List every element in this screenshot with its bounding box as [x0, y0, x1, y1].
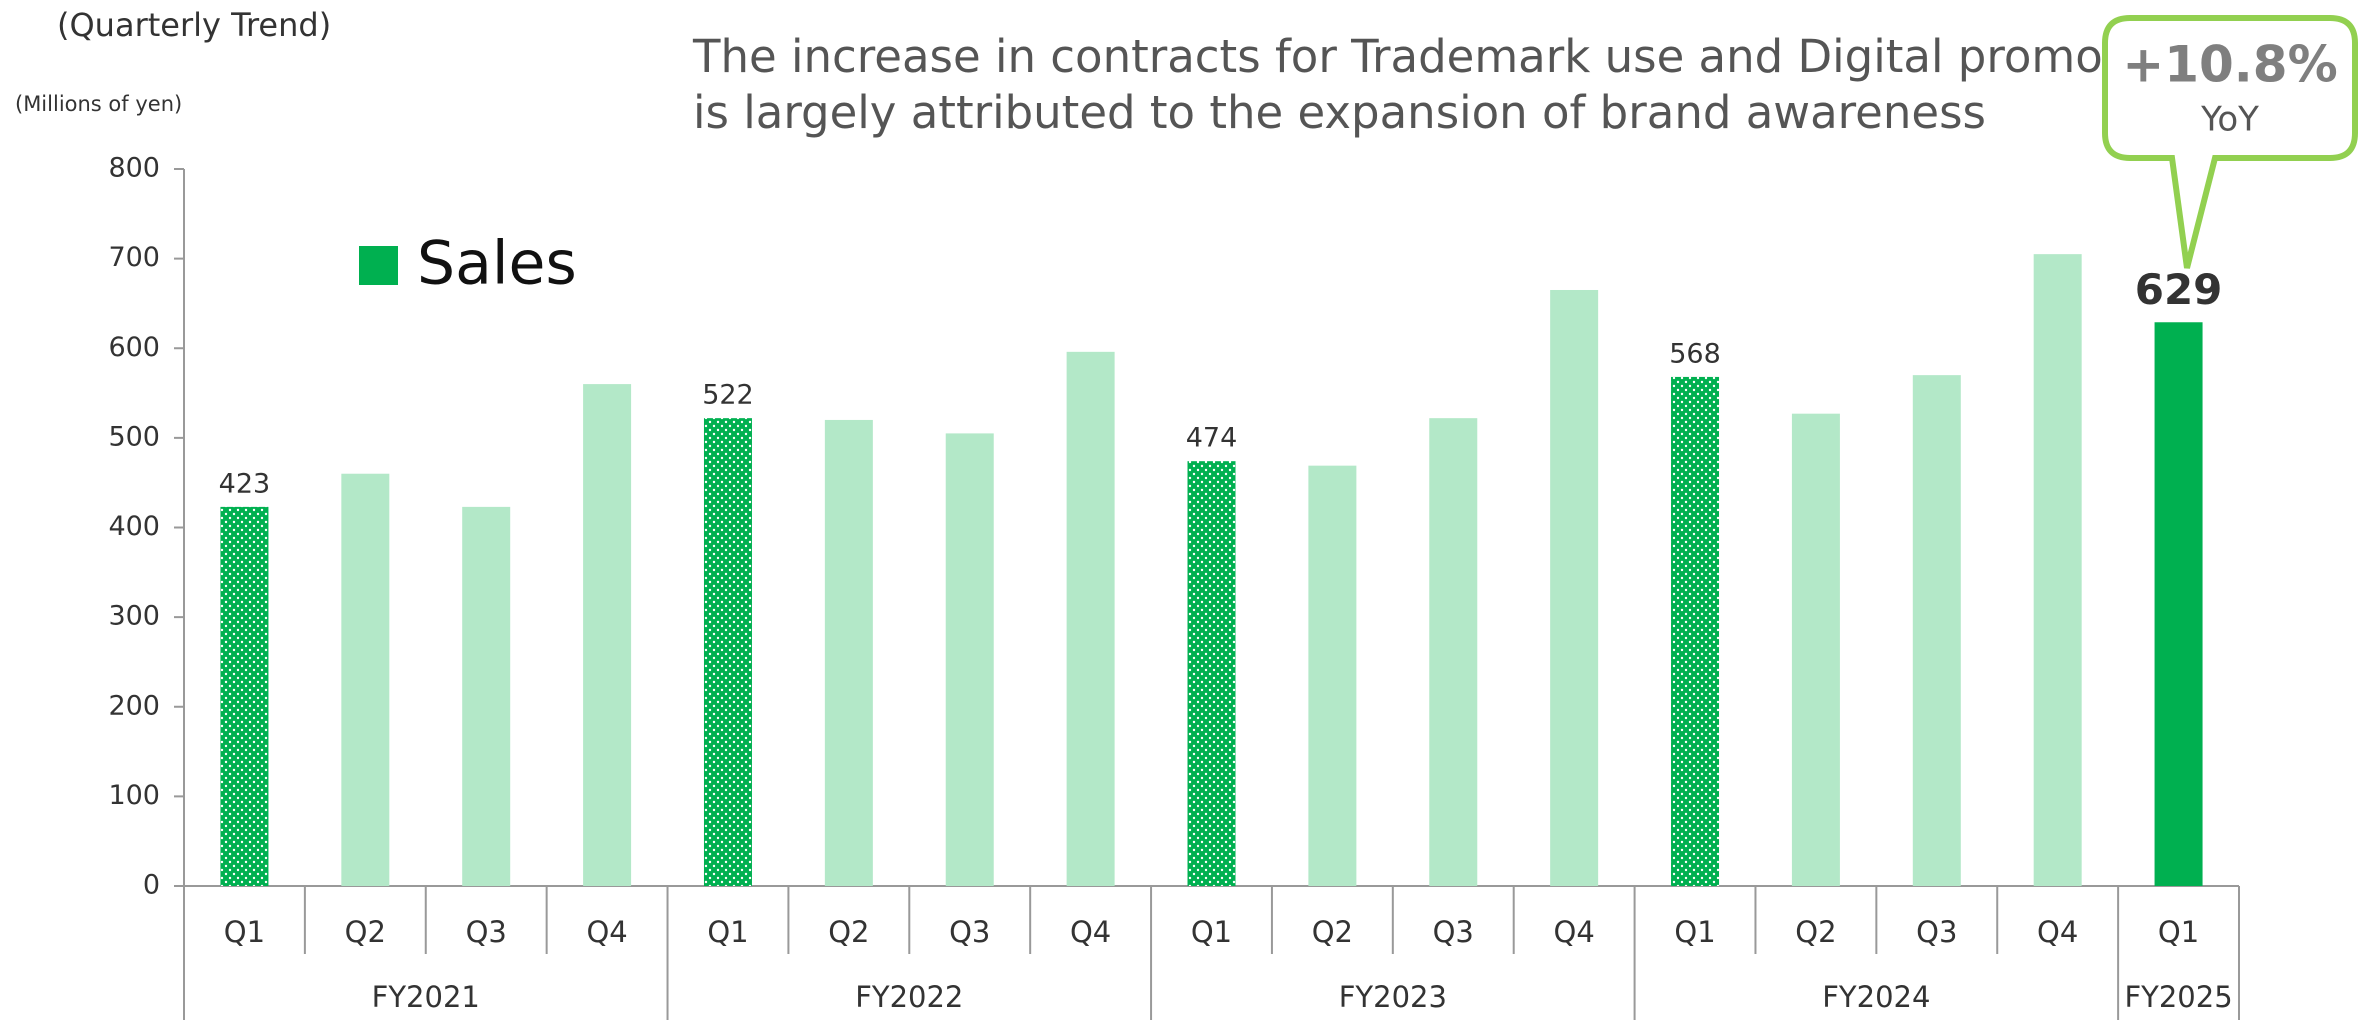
x-tick-label: Q2 [1312, 915, 1353, 949]
value-label: 568 [1669, 338, 1721, 369]
y-tick-label: 0 [143, 870, 160, 901]
group-label: FY2022 [855, 980, 963, 1014]
y-tick-label: 800 [108, 153, 160, 184]
y-tick-label: 100 [108, 780, 160, 811]
y-tick-label: 400 [108, 511, 160, 542]
group-label: FY2025 [2124, 980, 2232, 1014]
x-tick-label: Q3 [1433, 915, 1474, 949]
bar [1550, 289, 1599, 886]
subtitle: (Quarterly Trend) [57, 6, 331, 44]
y-tick-label: 700 [108, 242, 160, 273]
bar [1429, 418, 1478, 886]
group-label: FY2021 [372, 980, 480, 1014]
bar [583, 384, 632, 886]
callout-value: +10.8% [2122, 36, 2337, 94]
bar [1187, 461, 1236, 886]
bar [824, 419, 873, 886]
x-tick-label: Q3 [466, 915, 507, 949]
value-label: 522 [702, 380, 754, 411]
y-tick-label: 500 [108, 421, 160, 452]
bar [220, 506, 269, 886]
legend-swatch [359, 246, 398, 285]
group-label: FY2024 [1822, 980, 1930, 1014]
group-label: FY2023 [1339, 980, 1447, 1014]
bar [945, 433, 994, 886]
bar [2033, 254, 2082, 887]
bar [462, 506, 511, 886]
bar [1308, 465, 1357, 886]
x-tick-label: Q2 [1795, 915, 1836, 949]
x-tick-label: Q4 [586, 915, 627, 949]
x-tick-label: Q2 [345, 915, 386, 949]
headline: is largely attributed to the expansion o… [693, 86, 1986, 139]
x-tick-label: Q4 [1070, 915, 1111, 949]
bar [1791, 413, 1840, 886]
y-tick-label: 600 [108, 332, 160, 363]
x-tick-label: Q3 [1916, 915, 1957, 949]
bar [1912, 375, 1961, 886]
x-tick-label: Q4 [1554, 915, 1595, 949]
bar [2154, 322, 2203, 886]
x-tick-label: Q1 [1674, 915, 1715, 949]
x-tick-label: Q1 [224, 915, 265, 949]
x-tick-label: Q1 [707, 915, 748, 949]
legend-label: Sales [417, 229, 577, 299]
callout [2102, 15, 2358, 269]
bar [341, 473, 390, 886]
x-tick-label: Q1 [1191, 915, 1232, 949]
bar [703, 418, 752, 886]
value-label: 423 [219, 468, 271, 499]
x-tick-label: Q4 [2037, 915, 2078, 949]
x-tick-label: Q2 [828, 915, 869, 949]
y-tick-label: 300 [108, 601, 160, 632]
y-axis-label: (Millions of yen) [15, 92, 182, 116]
bar [1671, 376, 1720, 886]
x-tick-label: Q1 [2158, 915, 2199, 949]
headline: The increase in contracts for Trademark … [692, 30, 2189, 83]
callout-label: YoY [2200, 100, 2259, 140]
x-tick-label: Q3 [949, 915, 990, 949]
value-label: 474 [1186, 423, 1238, 454]
y-tick-label: 200 [108, 690, 160, 721]
bar [1066, 351, 1115, 887]
value-label: 629 [2135, 265, 2223, 314]
